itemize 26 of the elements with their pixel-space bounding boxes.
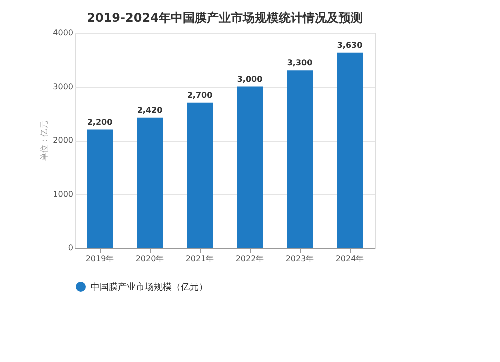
data-label: 2,420 [137, 106, 164, 115]
y-tick-label: 3000 [53, 82, 74, 92]
y-tick-label: 1000 [53, 190, 74, 199]
data-label: 3,300 [287, 58, 314, 68]
bar [337, 52, 363, 248]
y-tick-label: 0 [68, 244, 74, 252]
bar [237, 86, 263, 248]
data-label: 2,700 [187, 90, 214, 100]
bar [137, 118, 163, 248]
x-tick-label: 2023年 [286, 254, 314, 264]
data-label: 3,630 [337, 40, 364, 50]
bar [287, 70, 313, 248]
x-tick-label: 2019年 [86, 254, 114, 264]
y-tick-label: 4000 [53, 28, 74, 38]
bar [187, 102, 213, 248]
x-tick-label: 2021年 [186, 254, 214, 264]
x-tick-label: 2022年 [236, 254, 264, 264]
legend-label: 中国膜产业市场规模（亿元） [91, 282, 208, 293]
chart-title: 2019-2024年中国膜产业市场规模统计情况及预测 [87, 11, 363, 25]
data-label: 2,200 [87, 118, 114, 127]
y-axis-title: 单位：亿元 [40, 121, 50, 161]
y-tick-label: 2000 [53, 136, 74, 145]
data-label: 3,000 [237, 74, 264, 84]
x-tick-label: 2024年 [336, 254, 364, 264]
bar [87, 130, 113, 248]
x-tick-label: 2020年 [136, 254, 164, 264]
